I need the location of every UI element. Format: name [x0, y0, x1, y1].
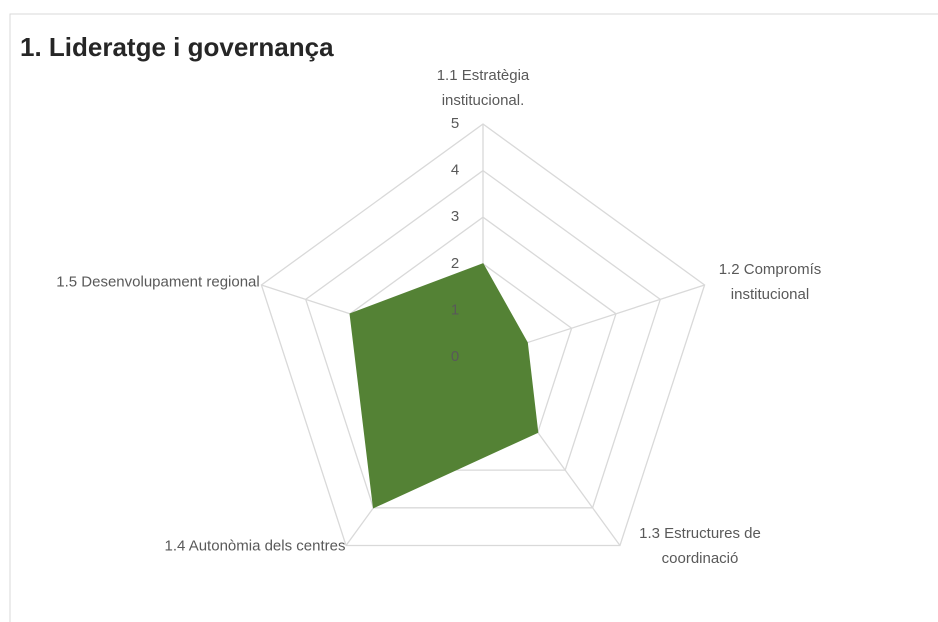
r-tick-label: 4 [451, 162, 459, 179]
r-tick-label: 1 [451, 301, 459, 318]
r-tick-label: 2 [451, 255, 459, 272]
chart-border [9, 13, 938, 622]
r-tick-label: 3 [451, 208, 459, 225]
category-label: 1.5 Desenvolupament regional [56, 273, 260, 291]
r-tick-label: 0 [451, 348, 459, 365]
radar-area [349, 263, 539, 509]
category-label: 1.2 Compromís institucional [718, 261, 822, 303]
r-tick-label: 5 [451, 115, 459, 132]
grid-ring [260, 123, 706, 547]
chart-title: 1. Lideratge i governança [20, 32, 334, 62]
category-label: 1.3 Estructures de coordinació [639, 525, 761, 567]
category-label: 1.1 Estratègia institucional. [436, 67, 530, 109]
grid-ring [349, 216, 617, 471]
grid-ring [304, 169, 662, 509]
category-label: 1.4 Autonòmia dels centres [164, 537, 346, 555]
